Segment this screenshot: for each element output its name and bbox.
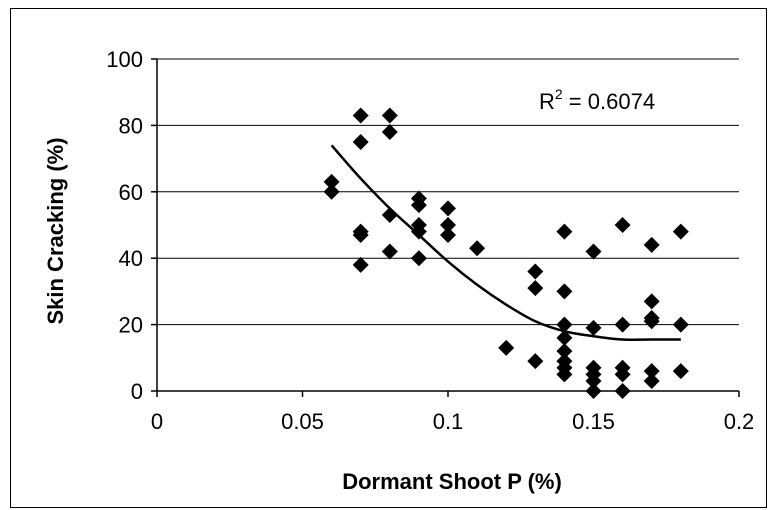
r-squared-superscript: 2 [555,86,563,102]
data-point [672,316,689,333]
x-tick-label: 0.1 [433,409,464,434]
y-tick-label: 40 [119,246,143,271]
x-axis-title: Dormant Shoot P (%) [342,469,562,494]
data-point [527,353,544,370]
data-point [614,316,631,333]
data-point [585,383,602,399]
data-point [352,134,369,150]
data-point [585,243,602,260]
data-point [352,226,369,243]
x-tick-label: 0.2 [724,409,755,434]
data-point [440,217,456,233]
x-tick-label: 0 [151,409,163,434]
r-squared-annotation: R2 = 0.6074 [539,86,655,114]
y-tick-label: 100 [106,47,143,72]
data-point [556,283,573,300]
data-point [410,197,427,214]
data-point [643,293,660,310]
data-point [585,373,602,390]
data-point [469,240,486,257]
data-point [672,223,689,240]
data-point [643,373,660,390]
data-point [410,250,427,267]
data-point [614,366,631,383]
data-point [323,173,340,190]
y-tick-label: 80 [119,113,143,138]
data-point [381,124,398,141]
r-squared-base: R [539,89,555,114]
data-point [440,200,456,217]
x-tick-label: 0.05 [281,409,324,434]
trendline [330,144,681,342]
scatter-chart: 0 20 40 60 80 100 0 0.05 0.1 0.15 0.2 R2 = 0.6074… [43,47,754,494]
chart-frame: 0 20 40 60 80 100 0 0.05 0.1 0.15 0.2 R2 = 0.6074… [10,8,767,508]
data-point [352,107,369,124]
data-point [323,183,340,200]
data-point [498,339,515,356]
x-tick-labels: 0 0.05 0.1 0.15 0.2 [151,391,754,434]
data-point [556,316,573,333]
y-tick-label: 0 [131,379,143,404]
data-point [527,263,544,280]
data-point [643,236,660,253]
data-point [381,107,398,124]
data-point [585,319,602,336]
y-tick-labels: 0 20 40 60 80 100 [106,47,157,404]
data-point [643,313,660,330]
x-tick-label: 0.15 [572,409,615,434]
data-points [323,107,689,399]
data-point [556,343,573,360]
y-tick-label: 60 [119,180,143,205]
data-point [672,363,689,380]
grid-lines [157,58,739,326]
y-tick-label: 20 [119,313,143,338]
data-point [614,383,631,399]
data-point [556,366,573,383]
data-point [556,329,573,346]
data-point [614,217,631,233]
r-squared-value: = 0.6074 [563,89,655,114]
data-point [410,223,427,240]
data-point [556,223,573,240]
data-point [440,226,456,243]
data-point [352,256,369,273]
data-point [381,243,398,260]
data-point [527,280,544,297]
data-point [643,363,660,380]
y-axis-title: Skin Cracking (%) [43,137,68,324]
